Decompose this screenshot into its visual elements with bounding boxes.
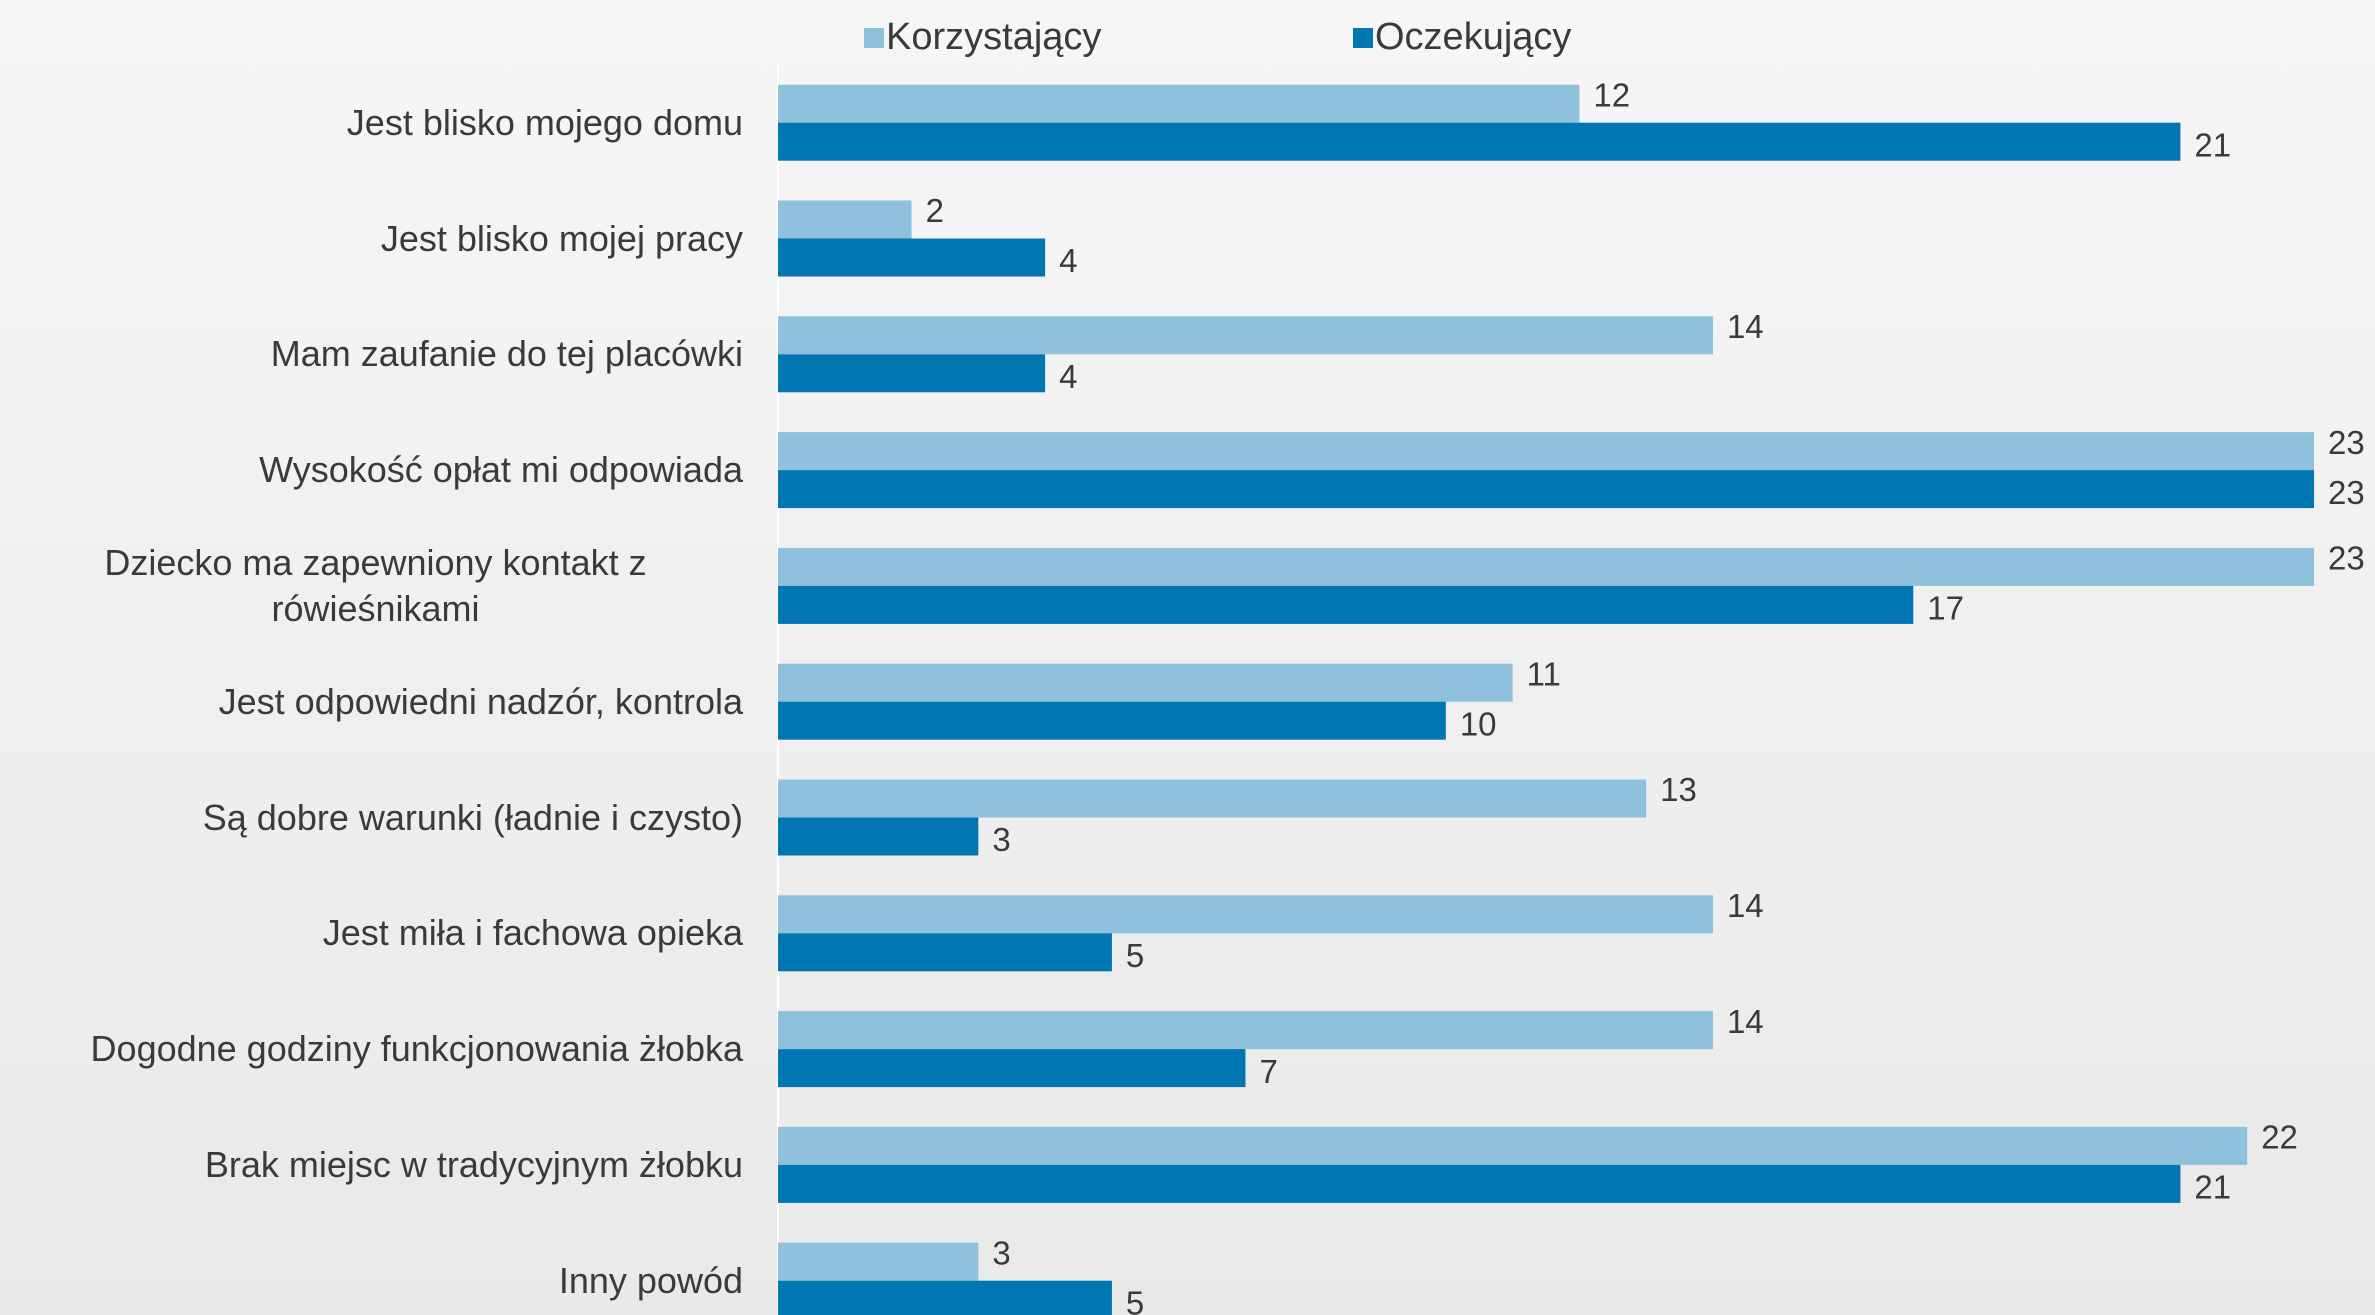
value-label: 23 xyxy=(2328,424,2365,461)
bar xyxy=(778,354,1046,393)
bar xyxy=(778,316,1713,355)
bar xyxy=(778,547,2314,586)
value-label: 4 xyxy=(1059,242,1077,279)
value-label: 2 xyxy=(926,192,944,229)
category-label: Jest blisko mojej pracy xyxy=(380,217,743,259)
bar xyxy=(778,470,2314,509)
value-label: 3 xyxy=(992,1234,1010,1271)
value-label: 7 xyxy=(1259,1053,1277,1090)
bar xyxy=(778,817,979,856)
bar xyxy=(778,779,1647,818)
bar xyxy=(778,1280,1112,1315)
value-label: 3 xyxy=(992,821,1010,858)
bar xyxy=(778,585,1914,624)
legend-label: Korzystający xyxy=(886,16,1101,58)
category-label: Jest blisko mojego domu xyxy=(346,101,743,143)
bar xyxy=(778,1126,2248,1165)
value-label: 5 xyxy=(1126,937,1144,974)
bar xyxy=(778,1049,1246,1088)
legend-swatch xyxy=(864,28,884,48)
bar xyxy=(778,200,912,239)
category-label: Dogodne godziny funkcjonowania żłobka xyxy=(90,1028,743,1070)
bar xyxy=(778,1242,979,1281)
value-label: 23 xyxy=(2328,474,2365,511)
category-label: Brak miejsc w tradycyjnym żłobku xyxy=(204,1143,743,1185)
bar xyxy=(778,238,1046,277)
category-label: Jest miła i fachowa opieka xyxy=(322,912,743,954)
bar xyxy=(778,432,2314,471)
bar xyxy=(778,933,1112,972)
bar xyxy=(778,122,2181,161)
legend-label: Oczekujący xyxy=(1375,16,1571,58)
value-label: 10 xyxy=(1460,705,1497,742)
bar xyxy=(778,895,1713,934)
value-label: 14 xyxy=(1727,308,1764,345)
value-label: 14 xyxy=(1727,1003,1764,1040)
value-label: 12 xyxy=(1593,76,1630,113)
category-label: Wysokość opłat mi odpowiada xyxy=(259,449,743,491)
category-label: Jest odpowiedni nadzór, kontrola xyxy=(218,680,743,722)
value-label: 17 xyxy=(1927,590,1964,627)
category-label: Inny powód xyxy=(558,1259,743,1301)
value-label: 21 xyxy=(2194,126,2231,163)
bar xyxy=(778,84,1580,123)
category-label: Dziecko ma zapewniony kontakt z rówieśni… xyxy=(104,541,647,629)
value-label: 22 xyxy=(2261,1119,2298,1156)
value-label: 21 xyxy=(2194,1169,2231,1206)
value-label: 23 xyxy=(2328,540,2365,577)
bar xyxy=(778,663,1513,702)
value-label: 13 xyxy=(1660,771,1697,808)
legend-swatch xyxy=(1353,28,1373,48)
bar xyxy=(778,1164,2181,1203)
value-label: 11 xyxy=(1527,655,1561,692)
bar xyxy=(778,701,1446,740)
value-label: 4 xyxy=(1059,358,1077,395)
value-label: 14 xyxy=(1727,887,1764,924)
value-label: 5 xyxy=(1126,1284,1144,1315)
category-label: Mam zaufanie do tej placówki xyxy=(270,333,743,375)
category-label: Są dobre warunki (ładnie i czysto) xyxy=(202,796,743,838)
bar xyxy=(778,1011,1713,1050)
